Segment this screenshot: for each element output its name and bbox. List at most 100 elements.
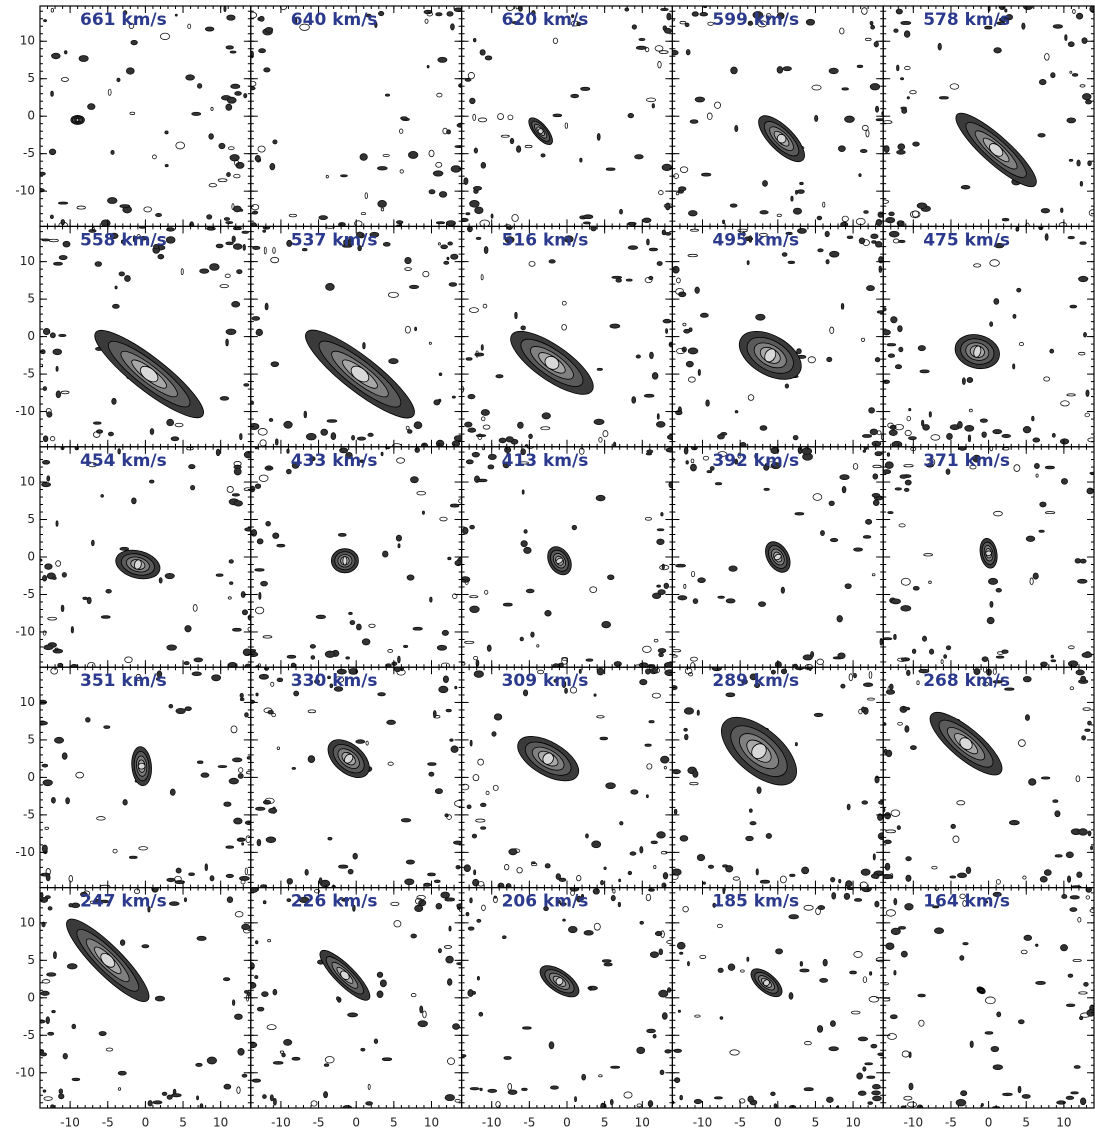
noise: [325, 174, 329, 179]
noise: [347, 1012, 358, 1018]
noise: [839, 474, 850, 481]
noise: [504, 864, 510, 871]
noise: [204, 26, 215, 32]
noise: [646, 449, 654, 454]
noise: [561, 657, 569, 665]
noise: [656, 584, 661, 588]
noise: [486, 644, 492, 652]
noise: [1050, 654, 1055, 659]
noise: [175, 141, 185, 150]
panel: [461, 6, 673, 227]
noise: [673, 808, 678, 815]
noise: [1004, 687, 1015, 691]
noise: [865, 129, 870, 138]
noise: [862, 682, 874, 687]
noise: [687, 253, 699, 258]
noise: [266, 1024, 277, 1030]
noise: [993, 298, 1000, 305]
noise: [663, 765, 667, 770]
noise: [187, 23, 192, 30]
noise: [656, 538, 665, 545]
noise: [447, 556, 452, 561]
noise: [690, 656, 698, 662]
noise: [1052, 24, 1063, 29]
noise: [900, 21, 912, 25]
noise: [229, 581, 234, 585]
noise: [480, 344, 484, 351]
noise: [262, 1094, 267, 1099]
noise: [49, 214, 54, 220]
noise: [883, 120, 893, 124]
panel: [40, 226, 250, 443]
noise: [124, 656, 133, 664]
noise: [986, 616, 995, 625]
noise: [884, 461, 894, 469]
noise: [46, 972, 57, 977]
noise: [897, 325, 903, 333]
noise: [878, 800, 884, 805]
noise: [217, 765, 228, 768]
noise: [757, 20, 768, 28]
noise: [792, 207, 802, 215]
noise: [763, 487, 770, 491]
noise: [50, 667, 59, 675]
noise: [1001, 218, 1010, 222]
noise: [548, 1041, 555, 1050]
noise: [879, 637, 883, 646]
noise: [1043, 376, 1051, 382]
noise: [109, 232, 119, 239]
noise: [841, 485, 847, 494]
noise: [283, 420, 293, 429]
noise: [635, 354, 641, 359]
noise: [218, 142, 226, 150]
noise: [596, 133, 601, 141]
noise: [687, 347, 699, 355]
noise: [293, 690, 300, 697]
emission-contour: [773, 553, 782, 561]
noise: [463, 640, 475, 644]
noise: [404, 878, 415, 886]
noise: [754, 453, 759, 460]
noise: [574, 1096, 577, 1102]
noise: [905, 856, 912, 862]
noise: [521, 489, 525, 495]
noise: [979, 418, 988, 423]
noise: [107, 197, 118, 204]
panel-title: 351 km/s: [80, 671, 167, 691]
noise: [840, 683, 846, 689]
noise: [472, 991, 476, 995]
noise: [382, 154, 390, 157]
noise: [601, 959, 612, 963]
noise: [147, 1100, 153, 1107]
panel: [883, 226, 1095, 447]
noise: [40, 171, 46, 176]
noise: [1078, 351, 1086, 356]
noise: [46, 475, 51, 482]
noise: [246, 756, 251, 760]
noise: [861, 124, 869, 131]
noise: [141, 944, 150, 949]
noise: [118, 271, 125, 277]
noise: [258, 474, 269, 482]
noise: [42, 328, 51, 336]
noise: [643, 393, 655, 398]
noise: [436, 443, 442, 447]
noise: [1068, 645, 1075, 650]
noise: [352, 852, 358, 860]
noise: [694, 96, 706, 103]
noise: [307, 755, 316, 763]
noise: [168, 901, 180, 906]
noise: [356, 436, 367, 441]
panel: [672, 446, 884, 668]
noise: [387, 649, 394, 653]
noise: [61, 752, 68, 760]
noise: [858, 173, 862, 177]
noise: [754, 682, 761, 689]
noise: [593, 418, 605, 425]
noise: [997, 651, 1004, 655]
panel-frame: [39, 225, 252, 448]
noise: [996, 21, 1006, 25]
noise: [967, 434, 972, 443]
noise: [903, 30, 911, 38]
noise: [725, 598, 736, 604]
